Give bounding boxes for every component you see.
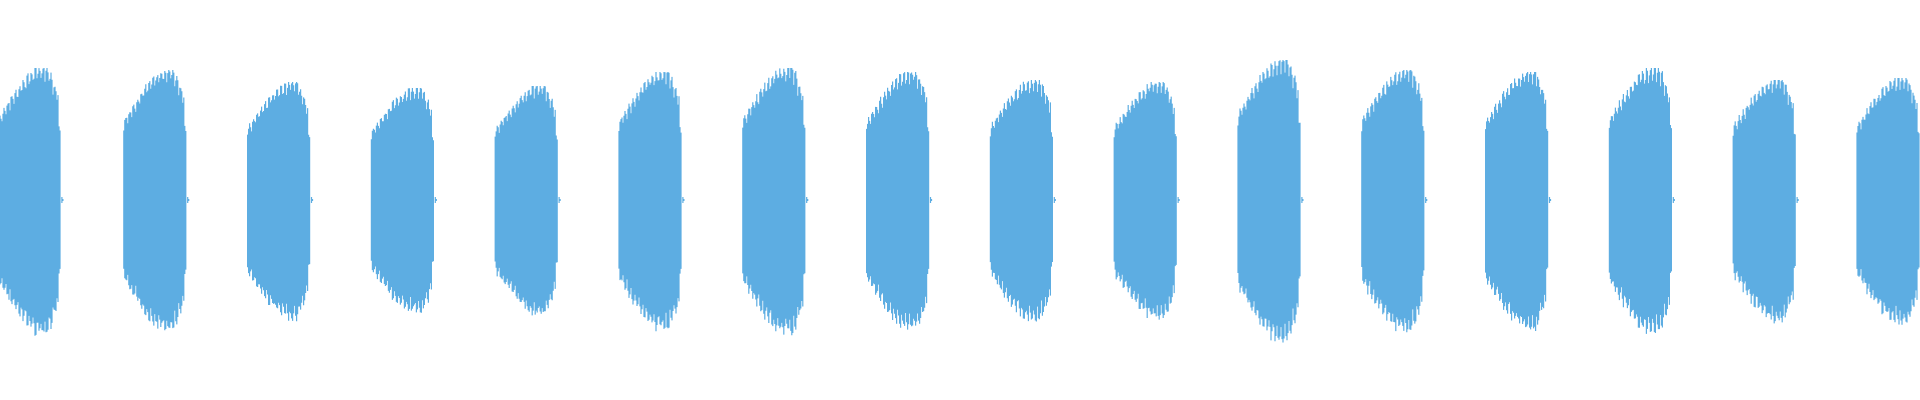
waveform-burst-16 <box>1856 78 1920 325</box>
waveform-burst-5 <box>494 86 561 316</box>
waveform-burst-12 <box>1361 70 1428 333</box>
waveform-burst-1 <box>0 68 64 336</box>
waveform-burst-14 <box>1608 68 1675 334</box>
waveform-burst-4 <box>370 88 437 313</box>
waveform-burst-9 <box>989 80 1056 322</box>
waveform-burst-11 <box>1237 60 1304 343</box>
waveform-burst-7 <box>742 68 809 336</box>
waveform-bursts <box>0 60 1920 343</box>
waveform-burst-6 <box>618 72 685 332</box>
waveform-burst-15 <box>1732 80 1799 324</box>
waveform-burst-3 <box>247 82 314 322</box>
waveform-burst-10 <box>1113 82 1180 320</box>
waveform-burst-8 <box>866 72 933 330</box>
waveform-burst-2 <box>123 70 190 331</box>
waveform-burst-13 <box>1485 72 1552 331</box>
